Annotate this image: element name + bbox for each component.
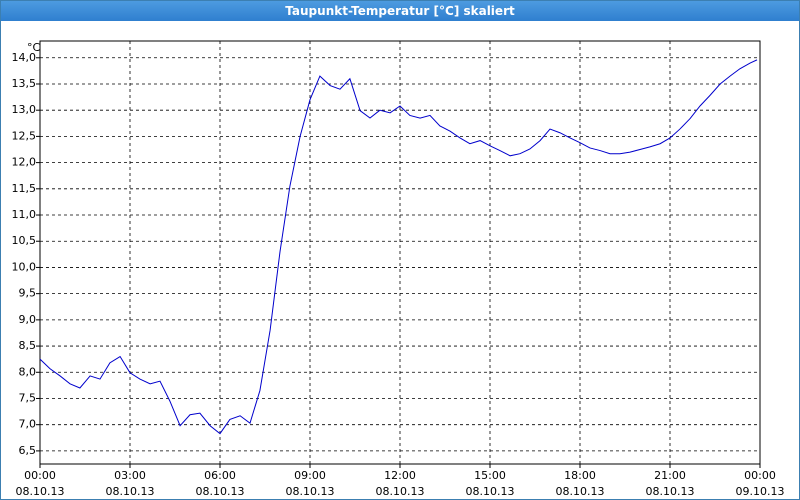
x-tick-date: 08.10.13	[556, 485, 605, 498]
y-tick-label: 11,5	[12, 182, 37, 195]
x-tick-date: 08.10.13	[466, 485, 515, 498]
x-tick-label: 00:00	[24, 469, 56, 482]
x-tick-label: 18:00	[564, 469, 596, 482]
x-tick-label: 15:00	[474, 469, 506, 482]
x-tick-date: 09.10.13	[736, 485, 785, 498]
y-tick-label: 11,0	[12, 208, 37, 221]
x-tick-date: 08.10.13	[286, 485, 335, 498]
x-tick-date: 08.10.13	[106, 485, 155, 498]
data-line	[39, 59, 758, 435]
plot-frame	[39, 40, 761, 465]
y-tick-label: 10,5	[12, 234, 37, 247]
x-tick-label: 12:00	[384, 469, 416, 482]
y-tick-label: 9,0	[19, 313, 37, 326]
x-tick-label: 09:00	[294, 469, 326, 482]
y-unit: °C	[27, 41, 41, 54]
x-tick-date: 08.10.13	[376, 485, 425, 498]
y-tick-label: 6,5	[19, 444, 37, 457]
title-bar: Taupunkt-Temperatur [°C] skaliert	[1, 1, 799, 21]
x-tick-date: 08.10.13	[16, 485, 65, 498]
y-tick-label: 8,5	[19, 339, 37, 352]
y-tick-label: 10,0	[12, 260, 37, 273]
y-tick-label: 14,0	[12, 51, 37, 64]
y-tick-label: 7,0	[19, 418, 37, 431]
x-tick-label: 00:00	[744, 469, 776, 482]
x-tick-date: 08.10.13	[646, 485, 695, 498]
y-tick-label: 13,0	[12, 103, 37, 116]
x-tick-label: 06:00	[204, 469, 236, 482]
x-tick-label: 03:00	[114, 469, 146, 482]
x-tick-label: 21:00	[654, 469, 686, 482]
y-tick-label: 13,5	[12, 77, 37, 90]
y-tick-label: 12,0	[12, 156, 37, 169]
chart: °C 6,5 7,0 7,5 8,0 8,5 9,0 9,5 10,0 10,5 11,0 11,5…	[12, 40, 785, 498]
y-tick-label: 12,5	[12, 129, 37, 142]
y-tick-label: 9,5	[19, 287, 37, 300]
y-tick-label: 7,5	[19, 391, 37, 404]
x-tick-date: 08.10.13	[196, 485, 245, 498]
y-tick-label: 8,0	[19, 365, 37, 378]
